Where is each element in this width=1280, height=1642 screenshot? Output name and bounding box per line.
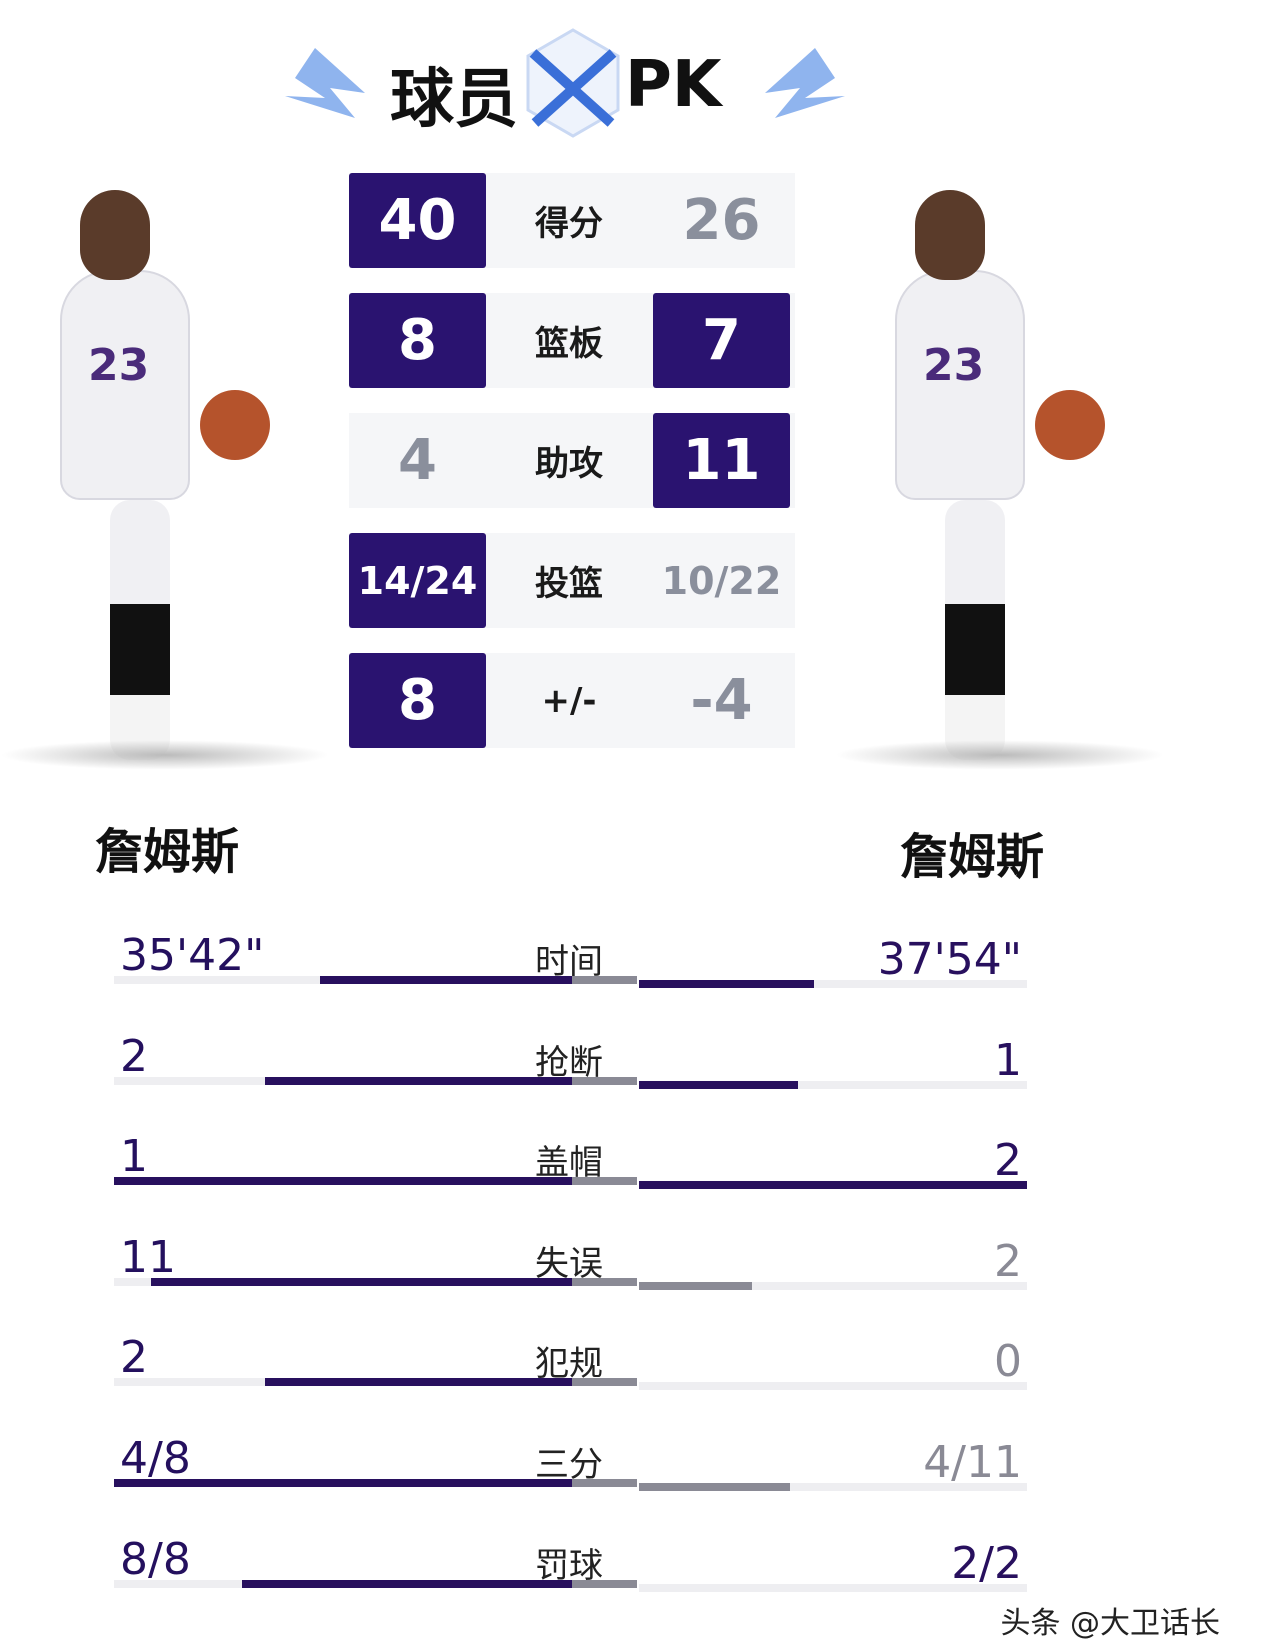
detail-stat-row: 1 盖帽 2 [0,1131,1280,1231]
stat-label: 三分 [535,1445,603,1485]
detail-stat-row: 4/8 三分 4/11 [0,1433,1280,1533]
left-value: 11 [120,1231,176,1283]
right-bar-fill [639,1281,752,1290]
player-left-name: 詹姆斯 [95,824,240,880]
right-bar-track [639,1583,1027,1592]
right-value: 11 [653,413,790,508]
right-bar-fill [639,1181,1027,1190]
left-bar-end [572,976,637,984]
basketball-icon [200,390,270,460]
detail-stat-row: 35'42" 时间 37'54" [0,930,1280,1030]
title-right: PK [625,48,722,122]
stat-label: 得分 [535,204,603,244]
left-value: 8 [349,293,486,388]
left-bar-fill [265,1378,572,1387]
stat-label: +/- [541,680,597,721]
left-bar-end [572,1076,637,1085]
player-left-image: 23 [0,160,330,770]
left-bar-fill [242,1579,572,1588]
right-value: 2 [994,1135,1022,1187]
stat-label: 抢断 [535,1042,603,1083]
right-bar-track [639,1281,1027,1290]
watermark: 头条 @大卫话长 [1000,1606,1220,1641]
main-stat-row: 8 +/- -4 [349,653,795,748]
player-right-name: 詹姆斯 [900,829,1045,885]
lightning-icon [285,48,365,118]
left-bar-end [572,1579,637,1588]
left-bar-end [572,1277,637,1286]
main-stat-row: 40 得分 26 [349,173,795,268]
left-bar-fill [114,1479,572,1487]
left-value: 1 [120,1131,148,1183]
left-bar-fill [320,976,572,984]
right-value: 0 [994,1336,1022,1388]
right-bar-track [639,1483,1027,1491]
left-bar-end [572,1177,637,1186]
left-value: 14/24 [349,533,486,628]
stat-label: 助攻 [535,444,603,484]
left-value: 8 [349,653,486,748]
right-value: 2 [994,1235,1022,1287]
crossed-swords-icon [526,28,620,138]
main-stat-row: 8 篮板 7 [349,293,795,388]
left-bar-end [572,1378,637,1387]
right-value: 4/11 [923,1437,1022,1488]
right-bar-fill [639,1080,799,1089]
right-bar-fill [639,1483,791,1491]
title-left: 球员 [390,63,518,137]
stat-label: 犯规 [535,1344,603,1385]
stat-label: 篮板 [535,324,603,364]
right-bar-track [639,1080,1027,1089]
right-value: 7 [653,293,790,388]
detail-stat-row: 11 失误 2 [0,1232,1280,1332]
left-value: 2 [120,1332,148,1384]
page-header: 球员 PK [285,28,855,138]
main-stat-row: 4 助攻 11 [349,413,795,508]
right-value: 1 [994,1034,1022,1086]
detail-stat-row: 2 抢断 1 [0,1031,1280,1131]
left-value: 4/8 [120,1433,191,1484]
left-value: 40 [349,173,486,268]
left-bar-end [572,1479,637,1487]
stat-label: 时间 [535,942,603,982]
right-value: 37'54" [877,934,1022,985]
basketball-icon [1035,390,1105,460]
left-bar-fill [150,1277,572,1286]
left-value: 4 [398,428,437,493]
right-value: -4 [690,668,753,733]
left-bar-fill [114,1177,572,1186]
stat-label: 盖帽 [535,1143,603,1184]
left-value: 8/8 [120,1533,191,1585]
right-value: 10/22 [661,558,782,603]
left-value: 35'42" [120,930,265,981]
right-value: 26 [682,188,761,253]
right-bar-track [639,1382,1027,1391]
stat-label: 罚球 [535,1545,603,1586]
left-value: 2 [120,1030,148,1082]
right-bar-track [639,980,1027,988]
player-right-image: 23 [835,160,1165,770]
detail-stat-row: 8/8 罚球 2/2 [0,1534,1280,1634]
main-stat-row: 14/24 投篮 10/22 [349,533,795,628]
right-value: 2/2 [951,1537,1022,1589]
left-bar-fill [265,1076,572,1085]
stat-label: 投篮 [535,564,603,604]
stat-label: 失误 [535,1243,603,1284]
detail-stat-row: 2 犯规 0 [0,1332,1280,1432]
lightning-icon [765,48,845,118]
right-bar-fill [639,980,814,988]
